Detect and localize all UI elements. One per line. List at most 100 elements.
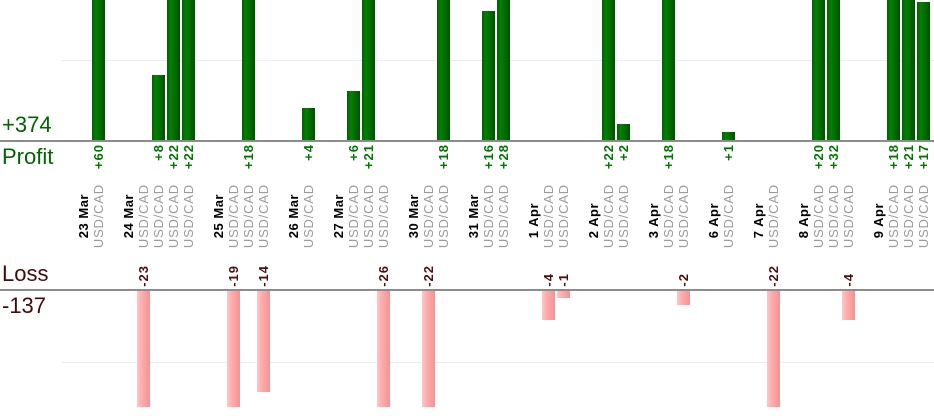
symbol-label: USD/CAD <box>541 183 556 248</box>
symbol-label: USD/CAD <box>136 183 151 248</box>
profit-value-label: +60 <box>91 144 106 170</box>
profit-bar <box>152 75 165 140</box>
date-label: 6 Apr <box>706 202 721 238</box>
date-label: 8 Apr <box>796 202 811 238</box>
profit-value-label: +22 <box>166 144 181 170</box>
profit-bar <box>917 2 930 140</box>
symbol-label: USD/CAD <box>181 183 196 248</box>
date-label: 31 Mar <box>466 193 481 238</box>
loss-value-label: -4 <box>841 273 856 287</box>
symbol-label: USD/CAD <box>661 183 676 248</box>
profit-bar <box>902 0 915 140</box>
profit-bar <box>92 0 105 140</box>
loss-bar <box>557 291 570 298</box>
loss-axis-title: Loss <box>2 261 49 286</box>
profit-bar <box>617 124 630 140</box>
profit-bar <box>812 0 825 140</box>
profit-value-label: +17 <box>916 144 931 170</box>
loss-value-label: -14 <box>256 265 271 287</box>
profit-value-label: +1 <box>721 144 736 161</box>
symbol-label: USD/CAD <box>436 183 451 248</box>
symbol-label: USD/CAD <box>601 183 616 248</box>
profit-bar <box>347 91 360 140</box>
profit-value-label: +22 <box>601 144 616 170</box>
date-label: 24 Mar <box>121 193 136 238</box>
date-label: 7 Apr <box>751 202 766 238</box>
date-label: 27 Mar <box>331 193 346 238</box>
symbol-label: USD/CAD <box>301 183 316 248</box>
symbol-label: USD/CAD <box>421 183 436 248</box>
profit-bar <box>722 132 735 140</box>
profit-value-label: +18 <box>241 144 256 170</box>
symbol-label: USD/CAD <box>676 183 691 248</box>
profit-value-label: +22 <box>181 144 196 170</box>
profit-value-label: +18 <box>661 144 676 170</box>
symbol-label: USD/CAD <box>481 183 496 248</box>
profit-value-label: +8 <box>151 144 166 161</box>
profit-bar <box>302 108 315 140</box>
profit-value-label: +21 <box>361 144 376 170</box>
profit-value-label: +32 <box>826 144 841 170</box>
profit-plot-area <box>0 0 934 140</box>
symbol-label: USD/CAD <box>901 183 916 248</box>
profit-value-label: +2 <box>616 144 631 161</box>
loss-bar <box>767 291 780 407</box>
loss-value-label: -23 <box>136 265 151 287</box>
date-label: 1 Apr <box>526 202 541 238</box>
date-label: 25 Mar <box>211 193 226 238</box>
loss-value-label: -2 <box>676 273 691 287</box>
loss-bar <box>842 291 855 320</box>
loss-value-label: -4 <box>541 273 556 287</box>
profit-bar <box>437 0 450 140</box>
profit-axis-title: Profit <box>2 144 54 169</box>
profit-bar <box>362 0 375 140</box>
loss-value-label: -22 <box>766 265 781 287</box>
symbol-label: USD/CAD <box>91 183 106 248</box>
profit-axis-line <box>0 140 934 142</box>
symbol-label: USD/CAD <box>346 183 361 248</box>
symbol-label: USD/CAD <box>556 183 571 248</box>
profit-bar <box>167 0 180 140</box>
profit-bar <box>887 0 900 140</box>
symbol-label: USD/CAD <box>496 183 511 248</box>
profit-value-label: +18 <box>436 144 451 170</box>
date-label: 26 Mar <box>286 193 301 238</box>
profit-value-label: +20 <box>811 144 826 170</box>
profit-value-label: +16 <box>481 144 496 170</box>
symbol-label: USD/CAD <box>166 183 181 248</box>
profit-bar <box>602 0 615 140</box>
profit-value-label: +21 <box>901 144 916 170</box>
date-label: 30 Mar <box>406 193 421 238</box>
loss-value-label: -19 <box>226 265 241 287</box>
symbol-label: USD/CAD <box>616 183 631 248</box>
symbol-label: USD/CAD <box>826 183 841 248</box>
profit-value-label: +4 <box>301 144 316 161</box>
date-label: 9 Apr <box>871 202 886 238</box>
symbol-label: USD/CAD <box>841 183 856 248</box>
symbol-label: USD/CAD <box>886 183 901 248</box>
symbol-label: USD/CAD <box>811 183 826 248</box>
profit-bar <box>497 0 510 140</box>
symbol-label: USD/CAD <box>766 183 781 248</box>
profit-value-label: +28 <box>496 144 511 170</box>
profit-value-label: +18 <box>886 144 901 170</box>
symbol-label: USD/CAD <box>151 183 166 248</box>
profit-bar <box>662 0 675 140</box>
symbol-label: USD/CAD <box>361 183 376 248</box>
profit-value-label: +6 <box>346 144 361 161</box>
symbol-label: USD/CAD <box>916 183 931 248</box>
symbol-label: USD/CAD <box>241 183 256 248</box>
loss-axis-line <box>0 289 934 291</box>
loss-bar <box>377 291 390 407</box>
profit-bar <box>482 11 495 140</box>
symbol-label: USD/CAD <box>226 183 241 248</box>
profit-bar <box>182 0 195 140</box>
symbol-label: USD/CAD <box>256 183 271 248</box>
loss-bar <box>542 291 555 320</box>
date-label: 23 Mar <box>76 193 91 238</box>
loss-bar <box>137 291 150 407</box>
loss-value-label: -26 <box>376 265 391 287</box>
loss-total: -137 <box>2 293 47 318</box>
date-label: 2 Apr <box>586 202 601 238</box>
